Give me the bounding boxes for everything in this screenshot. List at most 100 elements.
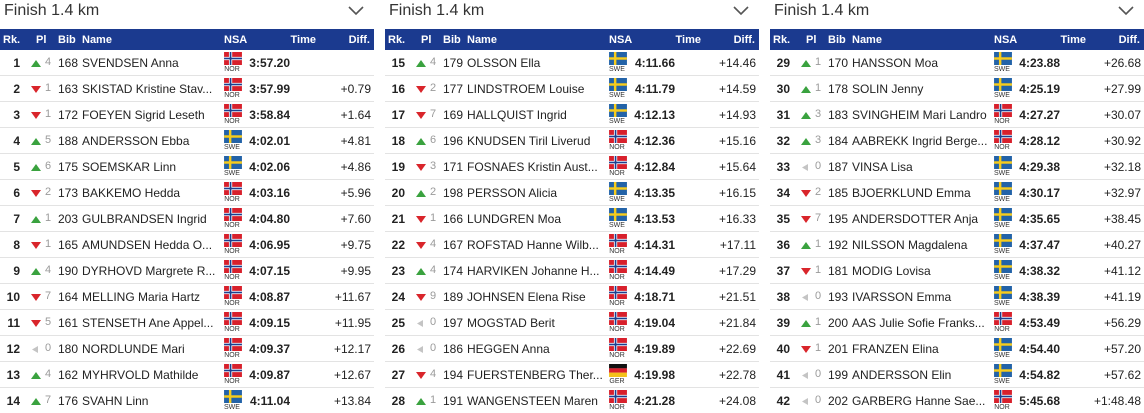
flag (609, 286, 627, 299)
move-arrow (801, 216, 811, 223)
column-header: NSA (224, 34, 248, 46)
nsa-code: NOR (994, 326, 1010, 333)
nsa-code: SWE (994, 170, 1010, 177)
rank: 20 (391, 186, 405, 200)
athlete-name: SOLIN Jenny (852, 82, 924, 96)
flag (224, 234, 242, 247)
flag (994, 208, 1012, 221)
athlete-name: HANSSON Moa (852, 56, 939, 70)
nsa-code: SWE (994, 352, 1010, 359)
column-header: Time (1060, 34, 1086, 46)
move-arrow (416, 398, 426, 405)
nsa-code: GER (609, 378, 625, 385)
move-arrow (416, 216, 426, 223)
diff: +56.29 (1103, 316, 1141, 330)
nsa-code: NOR (609, 248, 625, 255)
flag (609, 78, 627, 91)
rank: 3 (13, 108, 20, 122)
places-moved: 1 (45, 238, 52, 250)
result-row: 17 7 169 HALLQUIST Ingrid SWE 4:12.13 +14.93 (385, 102, 759, 128)
bib: 191 (443, 394, 464, 408)
flag (994, 390, 1012, 403)
athlete-name: AABREKK Ingrid Berge... (852, 134, 988, 148)
rank: 34 (776, 186, 790, 200)
rank: 26 (391, 342, 405, 356)
dropdown-chevron[interactable] (733, 6, 749, 16)
header-row: Rk. Pl Bib Name NSA Time Diff. (0, 29, 374, 50)
diff: +12.67 (333, 368, 371, 382)
flag (224, 130, 242, 143)
diff: +15.16 (718, 134, 756, 148)
move-arrow (801, 346, 811, 353)
bib: 165 (58, 238, 79, 252)
time: 4:38.39 (1019, 290, 1060, 304)
rank: 25 (391, 316, 405, 330)
rank: 38 (776, 290, 790, 304)
diff: +30.07 (1103, 108, 1141, 122)
diff: +30.92 (1103, 134, 1141, 148)
diff: +16.15 (718, 186, 756, 200)
bib: 197 (443, 316, 464, 330)
diff: +0.79 (340, 82, 371, 96)
places-moved: 1 (430, 394, 437, 406)
nsa-code: SWE (609, 66, 625, 73)
diff: +41.12 (1103, 264, 1141, 278)
result-row: 21 1 166 LUNDGREN Moa SWE 4:13.53 +16.33 (385, 206, 759, 232)
result-row: 14 7 176 SVAHN Linn SWE 4:11.04 +13.84 (0, 388, 374, 413)
result-row: 6 2 173 BAKKEMO Hedda NOR 4:03.16 +5.96 (0, 180, 374, 206)
flag (994, 234, 1012, 247)
places-moved: 1 (45, 212, 52, 224)
athlete-name: DYRHOVD Margrete R... (82, 264, 216, 278)
flag (609, 130, 627, 143)
time: 3:57.20 (249, 56, 290, 70)
dropdown-chevron[interactable] (348, 6, 364, 16)
rank: 12 (6, 342, 20, 356)
move-arrow (802, 372, 808, 379)
time: 4:11.79 (634, 82, 675, 96)
column-header: Time (290, 34, 316, 46)
athlete-name: SOEMSKAR Linn (82, 160, 177, 174)
places-moved: 4 (45, 368, 52, 380)
flag (609, 364, 627, 377)
athlete-name: FOSNAES Kristin Aust... (467, 160, 598, 174)
places-moved: 1 (45, 82, 52, 94)
time: 4:13.35 (634, 186, 675, 200)
bib: 178 (828, 82, 849, 96)
nsa-code: NOR (609, 144, 625, 151)
athlete-name: NILSSON Magdalena (852, 238, 968, 252)
results-panel: Finish 1.4 km Rk. Pl Bib Name NSA Time Diff. 15 4… (385, 0, 759, 413)
result-row: 11 5 161 STENSETH Ane Appel... NOR 4:09.15 +11… (0, 310, 374, 336)
rank: 13 (6, 368, 20, 382)
move-arrow (31, 112, 41, 119)
flag (994, 286, 1012, 299)
result-row: 15 4 179 OLSSON Ella SWE 4:11.66 +14.46 (385, 50, 759, 76)
diff: +16.33 (718, 212, 756, 226)
column-header: Pl (806, 34, 817, 46)
flag (224, 338, 242, 351)
bib: 185 (828, 186, 849, 200)
flag (994, 260, 1012, 273)
time: 4:12.13 (634, 108, 675, 122)
bib: 161 (58, 316, 79, 330)
athlete-name: SVAHN Linn (82, 394, 149, 408)
dropdown-chevron[interactable] (1118, 6, 1134, 16)
nsa-code: SWE (609, 118, 625, 125)
diff: +1:48.48 (1093, 394, 1141, 408)
result-row: 12 0 180 NORDLUNDE Mari NOR 4:09.37 +12.17 (0, 336, 374, 362)
bib: 170 (828, 56, 849, 70)
places-moved: 1 (815, 82, 822, 94)
result-row: 9 4 190 DYRHOVD Margrete R... NOR 4:07.15 +9.9… (0, 258, 374, 284)
athlete-name: LUNDGREN Moa (467, 212, 562, 226)
flag (994, 156, 1012, 169)
nsa-code: NOR (224, 66, 240, 73)
time: 4:02.01 (249, 134, 290, 148)
column-header: Rk. (388, 34, 406, 46)
rank: 8 (13, 238, 20, 252)
result-row: 28 1 191 WANGENSTEEN Maren NOR 4:21.28 +24.08 (385, 388, 759, 413)
places-moved: 7 (45, 290, 52, 302)
places-moved: 6 (45, 160, 52, 172)
rank: 6 (13, 186, 20, 200)
athlete-name: PERSSON Alicia (467, 186, 558, 200)
places-moved: 7 (430, 108, 437, 120)
places-moved: 7 (45, 394, 52, 406)
